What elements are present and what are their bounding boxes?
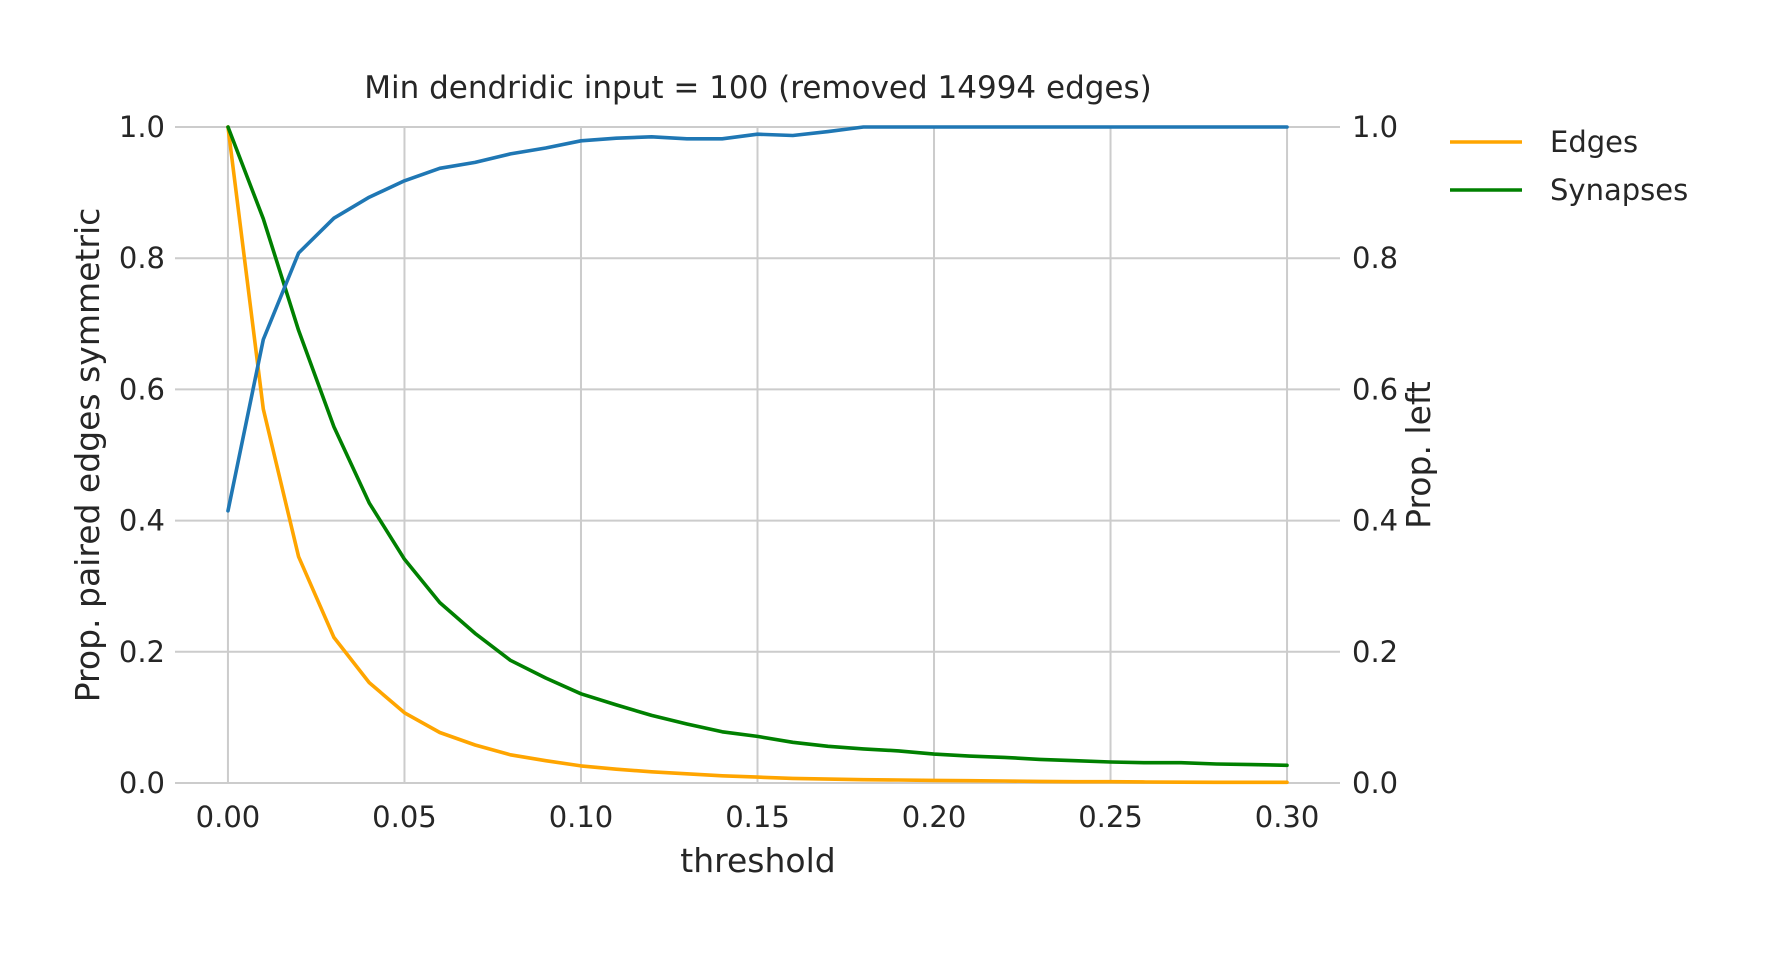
y-tick-label-right: 0.8: [1352, 241, 1398, 275]
y-tick-label-left: 0.6: [119, 372, 165, 406]
x-tick-label: 0.30: [1255, 800, 1320, 834]
legend-label-synapses: Synapses: [1550, 173, 1688, 207]
x-tick-label: 0.00: [196, 800, 261, 834]
edges-line: [226, 125, 1289, 785]
legend: Edges Synapses: [1450, 125, 1688, 207]
y-tick-label-left: 0.2: [119, 635, 165, 669]
y-tick-label-right: 0.4: [1352, 504, 1398, 538]
y-tick-label-right: 0.0: [1352, 766, 1398, 800]
chart-title: Min dendridic input = 100 (removed 14994…: [364, 70, 1152, 106]
prop-left-line: [226, 125, 1289, 513]
x-tick-label: 0.10: [549, 800, 614, 834]
y-tick-label-left: 0.0: [119, 766, 165, 800]
y-tick-label-left: 0.4: [119, 504, 165, 538]
tick-layer: 0.00 0.05 0.10 0.15 0.20 0.25 0.30 0.0 0.2 0.4 0.6…: [119, 110, 1398, 834]
y-tick-label-right: 0.2: [1352, 635, 1398, 669]
y-tick-label-left: 1.0: [119, 110, 165, 144]
x-tick-label: 0.25: [1078, 800, 1143, 834]
x-tick-label: 0.20: [902, 800, 967, 834]
y-tick-label-right: 0.6: [1352, 372, 1398, 406]
synapses-line: [226, 125, 1289, 768]
y-tick-label-left: 0.8: [119, 241, 165, 275]
y-axis-label-right: Prop. left: [1399, 381, 1438, 529]
x-axis-label: threshold: [680, 841, 835, 880]
y-tick-label-right: 1.0: [1352, 110, 1398, 144]
legend-label-edges: Edges: [1550, 125, 1638, 159]
x-tick-label: 0.05: [372, 800, 437, 834]
grid-layer: [175, 126, 1340, 784]
series-layer: [226, 125, 1289, 785]
y-axis-label-left: Prop. paired edges symmetric: [68, 208, 107, 703]
x-tick-label: 0.15: [725, 800, 790, 834]
